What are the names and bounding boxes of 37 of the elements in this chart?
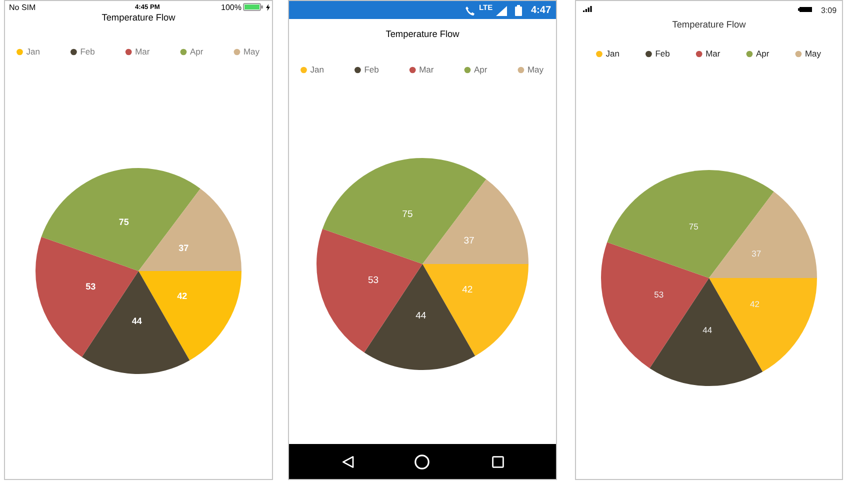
legend-label: Apr (474, 64, 488, 74)
data-label: 53 (86, 282, 96, 292)
chart-title: Temperature Flow (672, 20, 746, 30)
data-label: 75 (118, 217, 129, 228)
legend-label: Mar (135, 46, 150, 56)
data-label: 44 (132, 316, 142, 326)
data-label: 53 (654, 289, 664, 300)
legend-label: Feb (364, 64, 380, 74)
legend-label: Jan (310, 64, 324, 74)
data-label: 37 (752, 248, 762, 259)
data-label: 44 (416, 310, 426, 322)
text: 3:09 (821, 6, 837, 14)
data-label: 37 (178, 242, 189, 253)
data-label: 37 (464, 235, 474, 246)
data-label: 44 (702, 325, 712, 336)
data-label: 42 (177, 290, 188, 301)
data-label: 42 (750, 298, 760, 309)
legend-label: May (527, 64, 544, 74)
legend-label: Mar (706, 48, 720, 58)
text: 4:47 (531, 5, 552, 16)
data-label: 53 (368, 275, 379, 286)
legend-label: May (243, 46, 260, 56)
data-label: 42 (462, 284, 473, 296)
chart-title: Temperature Flow (386, 29, 460, 40)
text: 100% (221, 3, 242, 12)
text: No SIM (9, 3, 36, 12)
legend-label: Feb (80, 46, 96, 56)
data-label: 75 (402, 208, 413, 220)
legend-label: Apr (190, 46, 204, 56)
data-label: 75 (688, 222, 699, 232)
legend-label: Apr (756, 48, 770, 58)
legend-label: Mar (419, 64, 434, 74)
chart-title: Temperature Flow (102, 12, 176, 23)
legend-label: Jan (606, 48, 620, 58)
legend-label: May (804, 48, 822, 58)
legend-label: Jan (26, 46, 40, 56)
legend-label: Feb (655, 48, 670, 58)
